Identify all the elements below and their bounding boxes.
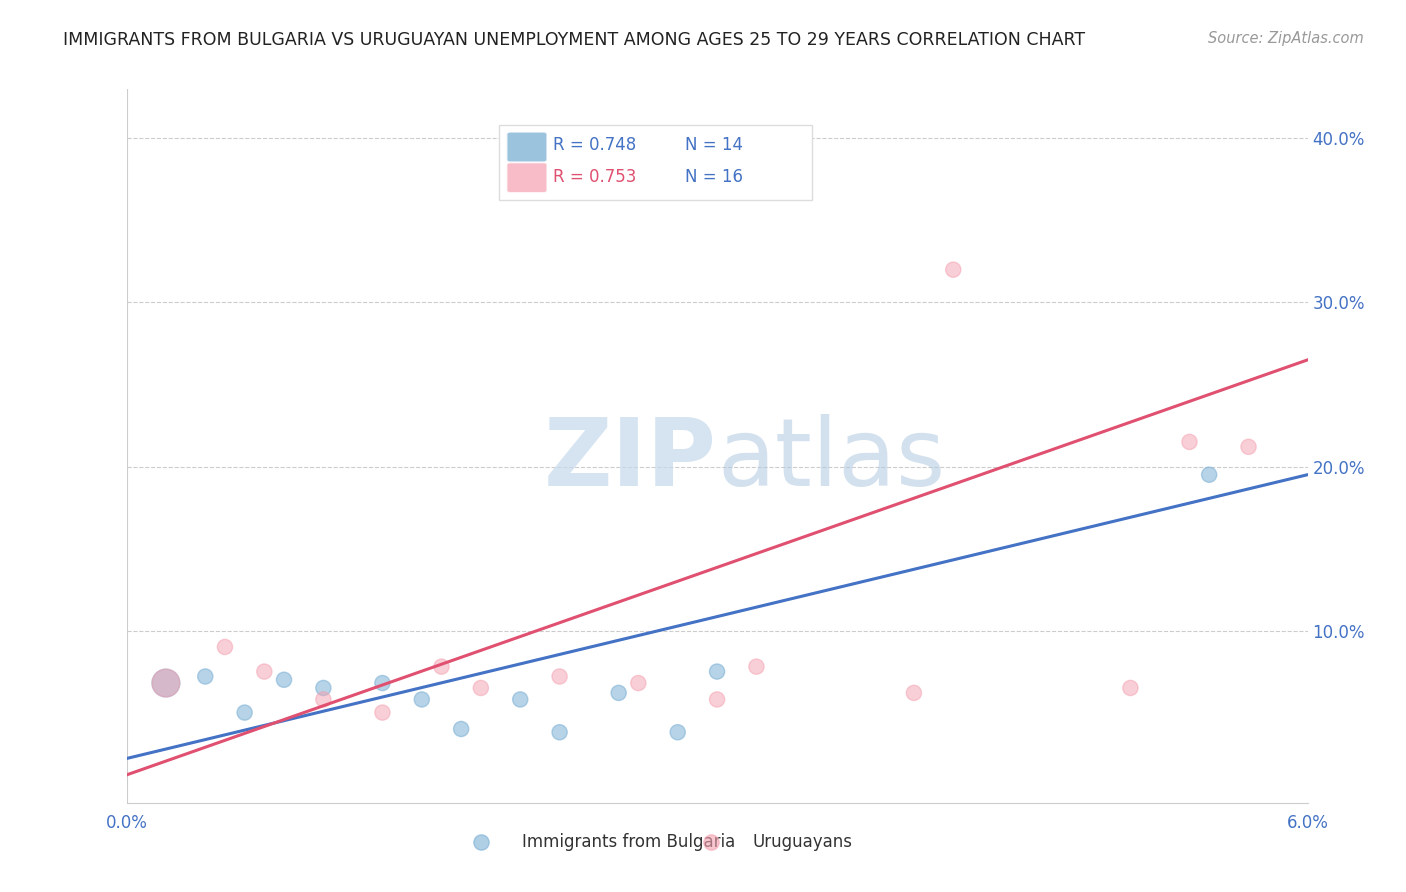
Text: ZIP: ZIP	[544, 414, 717, 507]
Point	[706, 665, 728, 679]
Point	[312, 692, 335, 706]
Text: IMMIGRANTS FROM BULGARIA VS URUGUAYAN UNEMPLOYMENT AMONG AGES 25 TO 29 YEARS COR: IMMIGRANTS FROM BULGARIA VS URUGUAYAN UN…	[63, 31, 1085, 49]
Point	[1198, 467, 1220, 482]
Point	[1237, 440, 1260, 454]
Text: Immigrants from Bulgaria: Immigrants from Bulgaria	[522, 833, 735, 851]
Point	[470, 681, 492, 695]
Point	[627, 676, 650, 690]
Text: Source: ZipAtlas.com: Source: ZipAtlas.com	[1208, 31, 1364, 46]
Point	[942, 262, 965, 277]
Point	[371, 706, 394, 720]
Point	[430, 659, 453, 673]
Text: atlas: atlas	[717, 414, 945, 507]
Text: Uruguayans: Uruguayans	[752, 833, 852, 851]
Point	[273, 673, 295, 687]
Text: N = 14: N = 14	[685, 136, 744, 153]
Point	[1119, 681, 1142, 695]
Point	[706, 692, 728, 706]
Point	[903, 686, 925, 700]
Point	[194, 669, 217, 683]
Point	[548, 669, 571, 683]
Point	[253, 665, 276, 679]
Point	[155, 676, 177, 690]
Point	[411, 692, 433, 706]
Point	[607, 686, 630, 700]
Point	[745, 659, 768, 673]
Point	[312, 681, 335, 695]
Point	[371, 676, 394, 690]
FancyBboxPatch shape	[506, 162, 547, 193]
Point	[1178, 434, 1201, 449]
Point	[233, 706, 256, 720]
Point	[509, 692, 531, 706]
FancyBboxPatch shape	[499, 125, 811, 200]
Text: R = 0.748: R = 0.748	[553, 136, 636, 153]
Point	[548, 725, 571, 739]
Text: N = 16: N = 16	[685, 168, 744, 186]
Point	[214, 640, 236, 654]
Point	[155, 676, 177, 690]
Point	[666, 725, 689, 739]
Text: R = 0.753: R = 0.753	[553, 168, 637, 186]
FancyBboxPatch shape	[506, 132, 547, 162]
Point	[450, 722, 472, 736]
